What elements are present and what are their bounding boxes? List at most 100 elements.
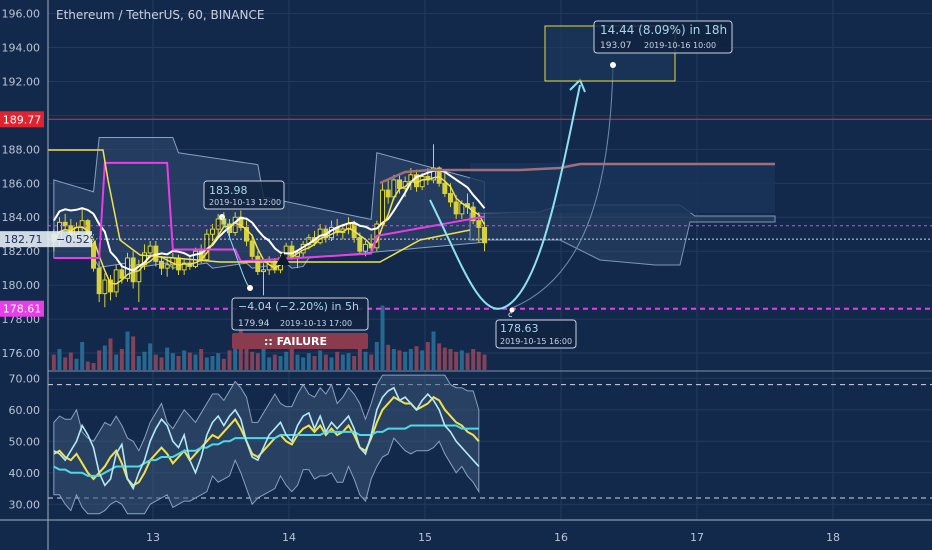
failure-banner: [232, 333, 368, 349]
volume-bar: [318, 350, 323, 370]
yellow-baseline: [48, 149, 471, 263]
grid: [48, 0, 932, 520]
candle-body: [215, 218, 221, 230]
volume-bar: [125, 331, 130, 370]
volume-bar: [165, 347, 170, 370]
high-label-value: 183.98: [209, 184, 248, 197]
rsi-y-tick-label: 50.00: [9, 435, 41, 448]
projection-line: [379, 162, 775, 185]
volume-bar: [221, 358, 226, 370]
volume-bar: [182, 350, 187, 370]
volume-bar: [131, 336, 136, 370]
y-tick-label: 196.00: [2, 8, 41, 21]
candle-body: [414, 174, 419, 188]
volume-bar: [346, 353, 351, 370]
bottom-label-value: 178.63: [500, 322, 539, 335]
volume-bar: [352, 356, 357, 370]
current-tag-label: 182.71: [4, 233, 43, 246]
bottom-point-marker: [509, 307, 515, 313]
candle-body: [442, 182, 448, 194]
volume-bar: [363, 351, 368, 370]
volume-bar: [403, 351, 408, 370]
candle-body: [436, 167, 442, 184]
candle-body: [164, 264, 170, 269]
volume-bar: [306, 353, 311, 370]
y-tick-label: 182.00: [2, 245, 41, 258]
volume-bar: [278, 356, 283, 370]
volume-bar: [261, 349, 266, 370]
volume-bar: [437, 343, 442, 370]
volume-bar: [97, 350, 102, 370]
volume-bar: [301, 357, 306, 370]
y-tick-label: 176.00: [2, 347, 41, 360]
low-point-marker: [247, 285, 253, 291]
volume-bar: [210, 356, 215, 370]
projection-curve: [429, 84, 581, 310]
x-tick-label: 16: [554, 531, 568, 544]
volume-bar: [391, 349, 396, 370]
support-tag: [0, 300, 44, 317]
volume-bar: [267, 357, 272, 370]
volume-bar: [119, 349, 124, 370]
volume-bar: [386, 344, 391, 370]
x-tick-label: 15: [418, 531, 432, 544]
overlays-layer: [48, 64, 932, 310]
support-tag-label: 178.61: [3, 303, 42, 316]
volume-bar: [51, 354, 56, 370]
volume-bar: [170, 353, 175, 370]
volume-bar: [323, 354, 328, 370]
candle-body: [108, 279, 113, 293]
failure-label: :: FAILURE: [264, 335, 327, 348]
move-box: [231, 297, 369, 331]
target-point-marker: [610, 62, 616, 68]
candle-body: [62, 221, 68, 227]
volume-bar: [193, 354, 198, 370]
y-tick-label: 184.00: [2, 211, 41, 224]
candle-body: [136, 264, 142, 283]
low-label-value: 179.94: [238, 319, 270, 329]
candle-body: [380, 189, 385, 225]
high-label-box: [203, 180, 285, 210]
volume-bar: [295, 354, 300, 370]
candle-body: [210, 228, 215, 235]
volume-bar: [482, 354, 487, 370]
volume-bar: [289, 349, 294, 370]
x-tick-label: 14: [282, 531, 296, 544]
volume-bar: [448, 349, 453, 370]
yellow-line: [53, 176, 486, 285]
volume-bar: [102, 345, 107, 370]
candle-body: [431, 167, 436, 181]
candle-body: [453, 201, 459, 215]
volume-bar: [335, 351, 340, 370]
candle-body: [232, 216, 238, 234]
y-tick-label: 194.00: [2, 42, 41, 55]
volume-bar: [476, 351, 481, 370]
target-label-box: [593, 20, 733, 54]
candle-body: [289, 245, 295, 257]
current-tag: [0, 231, 92, 248]
candle-body: [113, 269, 119, 293]
low-label-date: 2019-10-13 17:00: [280, 319, 352, 328]
volume-bar: [420, 350, 425, 370]
candle-body: [244, 226, 249, 242]
volume-bar: [374, 342, 379, 370]
volume-bar: [369, 354, 374, 370]
candle-body: [459, 203, 465, 215]
candle-body: [419, 176, 425, 188]
candle-body: [255, 255, 261, 273]
target-date: 2019-10-16 10:00: [644, 41, 716, 50]
volume-bar: [272, 354, 277, 370]
x-tick-label: 13: [146, 531, 160, 544]
x-tick-label: 17: [690, 531, 704, 544]
move-label: −4.04 (−2.20%) in 5h: [238, 300, 359, 313]
volume-bar: [312, 356, 317, 370]
volume-bar: [136, 356, 141, 370]
y-tick-label: 188.00: [2, 143, 41, 156]
volume-bar: [216, 353, 221, 370]
volume-bar: [244, 343, 249, 370]
white-line: [52, 169, 486, 272]
volume-bar: [80, 342, 85, 370]
